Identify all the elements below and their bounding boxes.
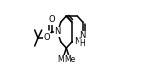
Text: N: N xyxy=(80,32,86,40)
Text: Me: Me xyxy=(57,56,68,65)
Text: N: N xyxy=(54,28,61,37)
Text: O: O xyxy=(48,16,55,24)
Text: O: O xyxy=(43,33,50,43)
Text: H: H xyxy=(79,39,85,49)
Text: N: N xyxy=(74,38,80,46)
Text: Me: Me xyxy=(64,56,76,65)
